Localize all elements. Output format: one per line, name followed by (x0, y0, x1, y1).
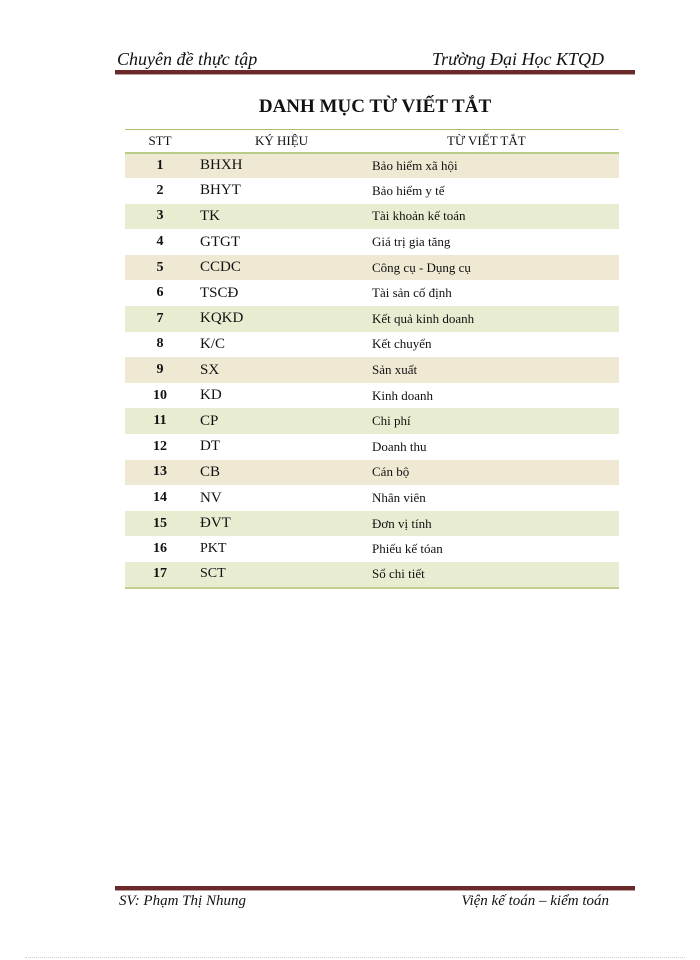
table-row: 1 BHXH Bảo hiểm xã hội (125, 152, 619, 179)
table-row: 12 DT Doanh thu (125, 434, 619, 460)
row-number: 14 (153, 490, 167, 506)
row-code: CCDC (200, 259, 241, 276)
header-rule (115, 70, 635, 75)
row-number: 12 (153, 438, 167, 454)
row-code: DT (200, 438, 220, 455)
row-meaning: Tài sản cố định (372, 285, 452, 301)
row-code: BHXH (200, 157, 243, 174)
column-header-meaning: TỪ VIẾT TẮT (447, 132, 526, 148)
row-code: KD (200, 387, 222, 404)
table-row: 13 CB Cán bộ (125, 459, 619, 486)
page-title: DANH MỤC TỪ VIẾT TẮT (258, 96, 492, 117)
row-code: K/C (200, 335, 226, 352)
row-code: TK (200, 207, 220, 224)
row-number: 1 (156, 157, 164, 173)
row-number: 17 (153, 566, 167, 582)
table-row: 5 CCDC Công cụ - Dụng cụ (125, 254, 619, 281)
row-meaning: Sổ chi tiết (372, 566, 425, 582)
row-meaning: Doanh thu (372, 438, 427, 454)
row-meaning: Giá trị gia tăng (372, 234, 451, 250)
table-row: 2 BHYT Bảo hiểm y tế (125, 178, 619, 204)
footer-rule (115, 886, 635, 891)
row-code: CP (200, 412, 219, 429)
row-meaning: Đơn vị tính (372, 515, 432, 531)
row-code: SX (200, 361, 220, 378)
column-header-code: KÝ HIỆU (255, 132, 309, 148)
footer-right: Viện kế toán – kiểm toán (461, 893, 609, 909)
table-row: 11 CP Chi phí (125, 408, 619, 435)
table-row: 16 PKT Phiếu kế tóan (125, 536, 619, 562)
table-row: 15 ĐVT Đơn vị tính (125, 510, 619, 537)
row-number: 10 (153, 387, 167, 403)
row-meaning: Sản xuất (372, 362, 418, 378)
row-code: GTGT (200, 233, 240, 250)
table-row: 10 KD Kinh doanh (125, 383, 619, 409)
row-code: CB (200, 463, 221, 480)
row-code: TSCĐ (200, 284, 239, 301)
column-header-stt: STT (148, 132, 172, 148)
row-meaning: Công cụ - Dụng cụ (372, 259, 471, 275)
row-number: 7 (156, 310, 164, 326)
row-number: 6 (156, 285, 164, 301)
row-code: SCT (200, 566, 226, 582)
page-boundary (25, 957, 685, 958)
row-meaning: Kết chuyển (372, 336, 432, 352)
row-number: 5 (156, 259, 164, 275)
table-row: 3 TK Tài khoản kế toán (125, 203, 619, 230)
row-meaning: Tài khoản kế toán (372, 208, 466, 224)
row-number: 15 (153, 515, 167, 531)
row-number: 3 (156, 208, 164, 224)
header-left: Chuyên đề thực tập (117, 49, 258, 69)
row-meaning: Kết quả kinh doanh (372, 310, 475, 326)
table-row: 14 NV Nhân viên (125, 485, 619, 511)
table-header-row: STT KÝ HIỆU TỪ VIẾT TẮT (125, 129, 619, 153)
row-number: 16 (153, 541, 167, 557)
table-row: 7 KQKD Kết quả kinh doanh (125, 306, 619, 332)
row-meaning: Bảo hiểm xã hội (372, 157, 458, 173)
row-meaning: Cán bộ (372, 464, 410, 480)
row-number: 4 (156, 234, 164, 250)
row-code: PKT (200, 541, 227, 557)
abbreviation-table: STT KÝ HIỆU TỪ VIẾT TẮT 1 BHXH Bảo hiểm xã… (125, 129, 619, 589)
header-right: Trường Đại Học KTQD (432, 49, 604, 69)
row-number: 9 (156, 362, 164, 378)
table-row: 9 SX Sản xuất (125, 357, 619, 383)
row-code: BHYT (200, 182, 241, 199)
table-row: 17 SCT Sổ chi tiết (125, 562, 619, 588)
row-number: 2 (156, 182, 164, 198)
row-meaning: Chi phí (372, 413, 411, 429)
row-meaning: Phiếu kế tóan (372, 541, 443, 557)
row-meaning: Bảo hiểm y tế (372, 182, 445, 198)
row-code: KQKD (200, 310, 244, 327)
table-row: 6 TSCĐ Tài sản cố định (125, 280, 619, 306)
table-row: 4 GTGT Giá trị gia tăng (125, 229, 619, 255)
row-number: 13 (153, 464, 167, 480)
row-code: NV (200, 489, 222, 506)
row-meaning: Nhân viên (372, 490, 426, 506)
row-meaning: Kinh doanh (372, 387, 434, 403)
table-row: 8 K/C Kết chuyển (125, 332, 619, 358)
row-number: 8 (156, 336, 164, 352)
footer-left: SV: Phạm Thị Nhung (119, 893, 246, 909)
row-code: ĐVT (200, 515, 231, 532)
row-number: 11 (153, 413, 167, 429)
